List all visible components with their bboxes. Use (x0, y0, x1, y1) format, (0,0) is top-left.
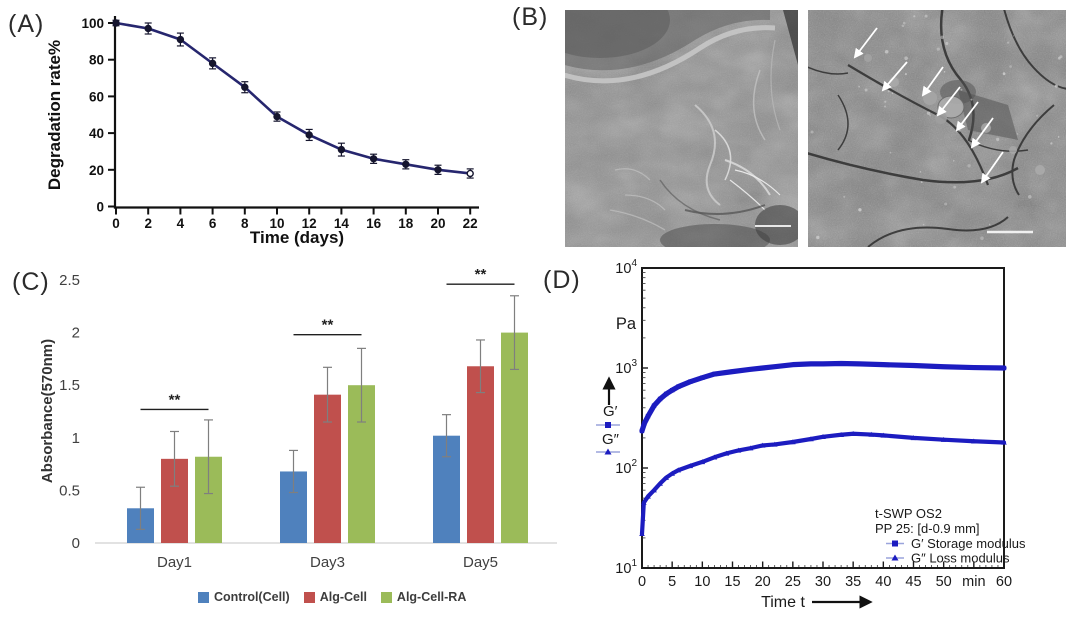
legend-item: Alg-Cell (303, 590, 367, 604)
a-axis-ticks: 0 20 40 60 80 100 0 2 4 6 8 10 12 14 16 18 20 22 (81, 16, 477, 231)
legend-swatch (380, 591, 392, 603)
svg-text:18: 18 (398, 216, 414, 231)
d-x-tick-label: 40 (875, 574, 891, 590)
d-x-tick-label: 10 (694, 574, 710, 590)
panel-a-label: (A) (8, 10, 45, 38)
svg-text:0: 0 (112, 216, 120, 231)
a-error-bars (112, 19, 474, 179)
triangle-marker-icon (891, 554, 899, 561)
svg-text:60: 60 (89, 89, 104, 104)
svg-text:22: 22 (463, 216, 478, 231)
d-x-tick-label: 35 (845, 574, 861, 590)
svg-text:80: 80 (89, 53, 104, 68)
panel-c-label: (C) (12, 268, 50, 296)
c-error-bars (136, 295, 519, 530)
legend-item: Alg-Cell-RA (380, 590, 467, 604)
d-annotation-geometry: PP 25: [d-0.9 mm] (875, 521, 980, 536)
svg-text:100: 100 (81, 16, 104, 31)
svg-text:14: 14 (334, 216, 350, 231)
loss-modulus-curve (639, 431, 1007, 536)
square-marker-icon (892, 540, 898, 547)
d-y-tick-label: 103 (615, 358, 637, 377)
surface-speckles (810, 14, 1063, 240)
legend-label: Control(Cell) (214, 590, 290, 604)
sem-image-left (565, 10, 798, 247)
degradation-line-chart: 0 20 40 60 80 100 0 2 4 6 8 10 12 14 16 18 20 22 Time (day… (45, 16, 479, 247)
bar-chart-legend: Control(Cell) Alg-Cell Alg-Cell-RA (198, 590, 466, 604)
svg-text:6: 6 (209, 216, 217, 231)
svg-text:20: 20 (89, 163, 104, 178)
triangle-marker-icon (604, 448, 612, 455)
svg-text:40: 40 (89, 126, 104, 141)
square-marker-icon (605, 422, 611, 428)
panel-b-label: (B) (512, 3, 549, 31)
bar-Day5-series1 (467, 366, 494, 543)
a-y-axis-title: Degradation rate% (45, 40, 64, 190)
d-x-tick-label: 15 (724, 574, 740, 590)
svg-text:0: 0 (96, 200, 104, 215)
significance-stars: ** (322, 317, 334, 334)
d-y-tick-label: 104 (615, 258, 637, 277)
svg-text:4: 4 (177, 216, 185, 231)
d-x-tick-label: 50 (936, 574, 952, 590)
svg-text:8: 8 (241, 216, 249, 231)
significance-stars: ** (169, 391, 181, 408)
c-category-label: Day1 (157, 554, 192, 571)
svg-text:1.5: 1.5 (59, 377, 80, 394)
significance-stars: ** (475, 266, 487, 283)
d-annotation-sample: t-SWP OS2 (875, 506, 942, 521)
d-x-tick-label: min (962, 574, 985, 590)
d-legend-storage: G′ Storage modulus (911, 536, 1026, 551)
svg-text:20: 20 (430, 216, 445, 231)
d-gdoubleprime-label: G″ (602, 431, 620, 448)
c-category-label: Day5 (463, 554, 498, 571)
svg-text:16: 16 (366, 216, 382, 231)
d-y-tick-label: 101 (615, 558, 637, 577)
panel-d-label: (D) (543, 266, 581, 294)
svg-text:2.5: 2.5 (59, 272, 80, 289)
svg-text:2: 2 (144, 216, 152, 231)
svg-text:12: 12 (302, 216, 317, 231)
absorbance-bar-chart: 0 0.5 1 1.5 2 2.5 ** ** ** Day1 Day3 Day5 Absorbance… (39, 266, 557, 571)
d-x-tick-label: 5 (668, 574, 676, 590)
legend-label: Alg-Cell-RA (396, 590, 467, 604)
degradation-line (115, 21, 471, 175)
svg-text:0.5: 0.5 (59, 482, 80, 499)
svg-text:0: 0 (72, 535, 80, 552)
pointer-arrows (853, 27, 1004, 184)
svg-text:10: 10 (269, 216, 284, 231)
legend-label: Alg-Cell (319, 590, 367, 604)
d-y-unit: Pa (616, 315, 637, 333)
c-y-axis-title: Absorbance(570nm) (39, 339, 56, 483)
d-x-tick-label: 30 (815, 574, 831, 590)
d-x-tick-label: 60 (996, 574, 1012, 590)
legend-swatch (303, 591, 315, 603)
d-x-tick-label: 0 (638, 574, 646, 590)
legend-item: Control(Cell) (198, 590, 290, 604)
legend-swatch (198, 591, 209, 603)
storage-modulus-curve (639, 360, 1007, 434)
svg-text:1: 1 (72, 430, 80, 447)
d-legend-loss: G″ Loss modulus (911, 551, 1010, 566)
d-x-tick-label: 45 (905, 574, 921, 590)
a-x-axis-title: Time (days) (250, 228, 344, 247)
c-category-label: Day3 (310, 554, 345, 571)
d-y-tick-label: 102 (615, 458, 637, 477)
sem-image-right (808, 10, 1066, 247)
d-gprime-label: G′ (603, 403, 618, 420)
d-x-tick-label: 25 (785, 574, 801, 590)
modulus-log-chart: 101 102 103 104 0 5 10 15 20 25 30 35 40 45 50 min 60 Pa G… (596, 258, 1026, 611)
svg-text:2: 2 (72, 325, 80, 342)
d-x-axis-title: Time t (761, 594, 805, 611)
membrane-fold (565, 10, 798, 84)
d-x-tick-label: 20 (755, 574, 771, 590)
